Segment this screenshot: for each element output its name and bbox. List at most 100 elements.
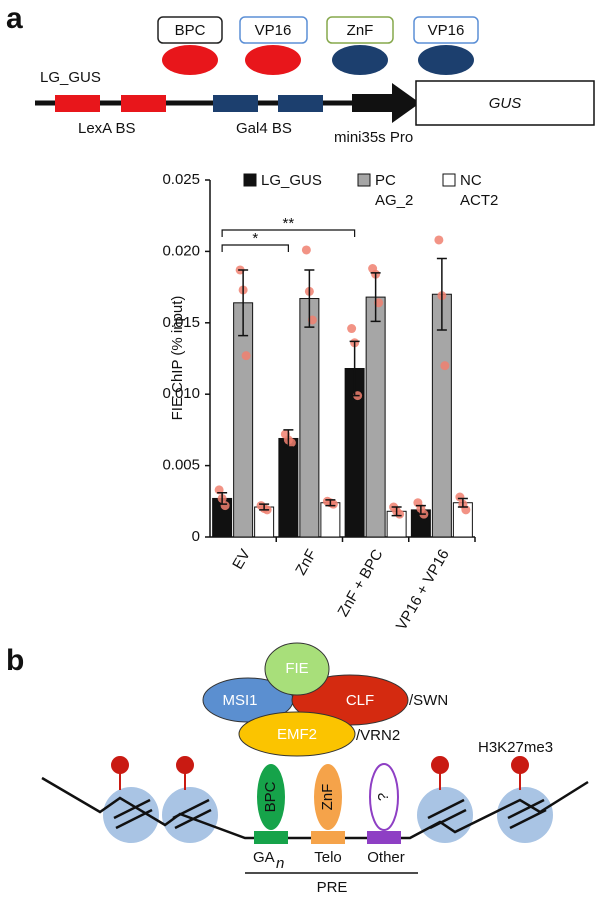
site-label: Other bbox=[367, 849, 405, 866]
gal4-site bbox=[213, 95, 258, 112]
region-label: PRE bbox=[317, 879, 348, 896]
y-axis-label: FIE ChIP (% input) bbox=[169, 296, 186, 421]
y-tick-label: 0.010 bbox=[162, 385, 200, 402]
panel-label: b bbox=[6, 644, 24, 677]
nucleosome bbox=[162, 787, 218, 843]
site-label: GA bbox=[253, 849, 275, 866]
panel-label: a bbox=[6, 2, 23, 35]
fie-label: FIE bbox=[285, 660, 308, 677]
bar bbox=[320, 502, 341, 538]
protein-label: BPC bbox=[175, 22, 206, 39]
protein-oval bbox=[162, 45, 218, 75]
mark-label: H3K27me3 bbox=[478, 739, 553, 756]
promoter-label: mini35s Pro bbox=[334, 129, 413, 146]
y-tick-label: 0 bbox=[192, 528, 200, 545]
protein-oval bbox=[418, 45, 474, 75]
factor-label: ZnF bbox=[319, 784, 336, 811]
error-bar bbox=[391, 506, 402, 517]
protein-label: ZnF bbox=[347, 22, 374, 39]
bar bbox=[299, 298, 320, 538]
significance-label: * bbox=[252, 230, 258, 247]
data-point bbox=[241, 351, 251, 361]
site bbox=[254, 831, 288, 844]
error-bar bbox=[283, 429, 294, 448]
y-tick-label: 0.015 bbox=[162, 314, 200, 331]
error-bar bbox=[415, 504, 426, 515]
legend-label: PC AG_2 bbox=[375, 172, 413, 209]
znf-oval bbox=[314, 764, 342, 830]
construct: GUS LG_GUS LexA BS Gal4 BS mini35s Pro bbox=[35, 69, 595, 146]
emf2-oval bbox=[238, 711, 356, 757]
gus-box bbox=[415, 80, 595, 126]
promoter-arrow bbox=[352, 83, 420, 123]
legend-label: NC ACT2 bbox=[460, 172, 498, 209]
msi1-label: MSI1 bbox=[222, 692, 257, 709]
error-bar bbox=[349, 340, 360, 397]
construct-label: LG_GUS bbox=[40, 69, 101, 86]
y-tick-label: 0.025 bbox=[162, 171, 200, 188]
factor-label: BPC bbox=[262, 781, 279, 812]
error-bar bbox=[457, 497, 468, 508]
significance-bracket bbox=[221, 244, 289, 252]
bar bbox=[365, 296, 386, 538]
data-point bbox=[347, 324, 357, 334]
legend-swatch bbox=[442, 173, 456, 187]
protein-label: VP16 bbox=[428, 22, 465, 39]
lexa-site bbox=[55, 95, 100, 112]
clf-label: CLF bbox=[346, 692, 374, 709]
reporter-label: GUS bbox=[489, 95, 522, 112]
protein-oval bbox=[332, 45, 388, 75]
bar bbox=[278, 437, 299, 538]
error-bar bbox=[325, 499, 336, 507]
site-label: LexA BS bbox=[78, 120, 136, 137]
protein-boxes: BPC VP16 ZnF VP16 bbox=[157, 16, 479, 75]
box bbox=[239, 16, 308, 44]
bpc-oval bbox=[257, 764, 285, 830]
factor-label: ? bbox=[375, 793, 392, 801]
site-label: Telo bbox=[314, 849, 342, 866]
lexa-site bbox=[121, 95, 166, 112]
x-tick-label: VP16 + VP16 bbox=[393, 546, 453, 633]
legend-label: LG_GUS bbox=[261, 172, 322, 189]
site bbox=[311, 831, 345, 844]
bar bbox=[233, 302, 254, 538]
error-bar bbox=[217, 491, 228, 505]
data-point bbox=[434, 235, 444, 245]
error-bar bbox=[436, 257, 447, 331]
error-bar bbox=[238, 269, 249, 337]
protein-label: VP16 bbox=[255, 22, 292, 39]
dna-wrap bbox=[113, 798, 547, 830]
legend-swatch bbox=[357, 173, 371, 187]
clf-alt-label: /SWN bbox=[409, 692, 448, 709]
emf2-alt-label: /VRN2 bbox=[356, 727, 400, 744]
y-tick-label: 0.005 bbox=[162, 457, 200, 474]
box bbox=[326, 16, 394, 44]
error-bar bbox=[259, 503, 270, 511]
x-tick-label: ZnF bbox=[292, 546, 320, 578]
box bbox=[157, 16, 223, 44]
prc2-complex: FIE MSI1 CLF EMF2 /SWN /VRN2 H3K27me3 bbox=[202, 642, 553, 757]
legend-swatch bbox=[243, 173, 257, 187]
significance-label: ** bbox=[283, 215, 295, 232]
significance-bracket bbox=[221, 229, 356, 237]
fie-oval bbox=[264, 642, 330, 696]
site bbox=[367, 831, 401, 844]
error-bar bbox=[370, 272, 381, 323]
protein-oval bbox=[245, 45, 301, 75]
nucleosome bbox=[417, 787, 473, 843]
chart: 0 0.005 0.010 0.015 0.020 0.025 EV ZnF ZnF + BPC… bbox=[162, 171, 498, 633]
x-tick-label: ZnF + BPC bbox=[334, 546, 386, 619]
chromatin: BPC ZnF ? GA n Telo Other PRE bbox=[41, 756, 589, 896]
box bbox=[413, 16, 479, 44]
data-point bbox=[440, 361, 450, 371]
site-subscript: n bbox=[276, 855, 284, 872]
y-tick-label: 0.020 bbox=[162, 242, 200, 259]
error-bar bbox=[304, 269, 315, 328]
nucleosome bbox=[497, 787, 553, 843]
data-point bbox=[301, 245, 311, 255]
x-tick-label: EV bbox=[229, 546, 254, 572]
site-label: Gal4 BS bbox=[236, 120, 292, 137]
histone-marks bbox=[111, 756, 529, 790]
other-oval bbox=[369, 763, 399, 831]
